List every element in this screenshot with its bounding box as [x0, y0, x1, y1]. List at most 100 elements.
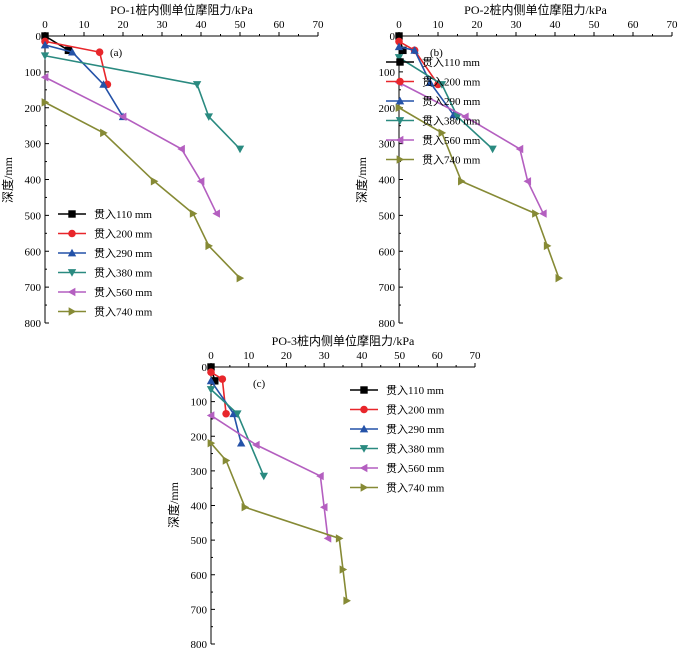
legend-label: 贯入110 mm	[386, 384, 444, 397]
series-line	[44, 76, 218, 214]
series-3	[206, 376, 246, 447]
y-tick-label: 300	[191, 466, 208, 478]
y-tick-label: 100	[25, 67, 42, 79]
data-point	[394, 54, 404, 62]
legend-label: 贯入200 mm	[386, 404, 445, 417]
x-tick-label: 60	[628, 19, 640, 31]
data-point	[177, 144, 185, 154]
legend-swatch-marker	[68, 229, 76, 238]
data-point	[211, 377, 219, 385]
y-tick-label: 200	[191, 431, 208, 443]
series-line	[44, 101, 241, 279]
y-tick-label: 400	[191, 501, 208, 513]
legend-swatch-marker	[395, 96, 405, 105]
legend-label: 贯入560 mm	[422, 134, 481, 147]
data-point	[236, 438, 246, 447]
x-tick-label: 50	[394, 350, 406, 362]
data-point	[395, 103, 404, 112]
data-point	[99, 80, 108, 88]
data-point	[532, 209, 540, 218]
data-point	[438, 128, 447, 138]
data-point	[399, 46, 407, 55]
legend-swatch-marker	[396, 58, 404, 66]
data-point	[233, 410, 242, 418]
x-tick-label: 60	[274, 19, 286, 31]
legend-swatch-marker	[359, 445, 369, 453]
data-point	[259, 472, 268, 481]
legend-label: 贯入560 mm	[386, 462, 445, 475]
series-4	[394, 54, 497, 154]
data-point	[204, 113, 213, 121]
data-point	[426, 78, 435, 86]
y-tick-label: 300	[25, 139, 42, 151]
legend-label: 贯入200 mm	[422, 76, 481, 89]
data-point	[539, 209, 547, 218]
panel-label: (c)	[253, 378, 266, 390]
y-tick-label: 0	[390, 31, 396, 43]
data-point	[196, 177, 205, 186]
data-point	[543, 241, 552, 251]
data-point	[488, 145, 497, 154]
y-tick-label: 0	[36, 31, 42, 43]
data-point	[100, 128, 108, 138]
series-4	[206, 386, 268, 481]
data-point	[68, 47, 77, 56]
data-point	[207, 363, 215, 371]
x-tick-label: 40	[550, 19, 562, 31]
legend: 贯入110 mm 贯入200 mm 贯入290 mm 贯入380 mm 贯入560 mm…	[58, 208, 153, 319]
data-point	[192, 81, 202, 89]
data-point	[229, 409, 238, 418]
data-point	[222, 456, 231, 465]
data-point	[236, 273, 245, 283]
chart-title: PO-2桩内侧单位摩阻力/kPa	[464, 2, 607, 17]
y-tick-label: 600	[379, 246, 396, 258]
data-point	[335, 534, 344, 543]
series-6	[41, 98, 245, 283]
x-tick-label: 0	[208, 350, 214, 362]
series-5	[206, 411, 332, 543]
data-point	[150, 177, 159, 186]
x-tick-label: 60	[432, 350, 444, 362]
data-point	[410, 46, 419, 54]
x-tick-label: 10	[79, 19, 91, 31]
data-point	[218, 375, 227, 383]
x-tick-label: 20	[472, 19, 484, 31]
x-tick-label: 30	[319, 350, 331, 362]
data-point	[555, 273, 564, 283]
data-point	[118, 112, 127, 121]
y-tick-label: 200	[379, 103, 396, 115]
legend-label: 贯入110 mm	[94, 208, 152, 221]
series-line	[44, 44, 124, 118]
legend-swatch-marker	[67, 269, 77, 277]
x-tick-label: 70	[667, 19, 679, 31]
data-point	[394, 42, 404, 51]
legend-swatch-marker	[395, 135, 404, 145]
data-point	[206, 411, 215, 420]
x-tick-label: 40	[196, 19, 208, 31]
series-3	[394, 42, 458, 119]
x-tick-label: 20	[281, 350, 293, 362]
data-point	[252, 440, 260, 450]
y-tick-label: 800	[379, 318, 396, 330]
data-point	[40, 40, 50, 49]
data-point	[453, 113, 462, 121]
y-axis-label: 深度/mm	[0, 156, 15, 203]
data-point	[437, 81, 447, 89]
x-tick-label: 30	[511, 19, 523, 31]
data-point	[41, 32, 49, 40]
y-tick-label: 500	[191, 535, 208, 547]
legend-label: 贯入380 mm	[386, 443, 445, 456]
legend-label: 贯入110 mm	[422, 56, 480, 69]
data-point	[207, 368, 215, 376]
x-tick-label: 50	[235, 19, 247, 31]
series-line	[398, 45, 455, 116]
panel-label: (a)	[110, 47, 123, 59]
y-tick-label: 400	[379, 175, 396, 187]
x-tick-label: 20	[118, 19, 130, 31]
data-point	[395, 37, 403, 46]
x-tick-label: 40	[356, 350, 368, 362]
series-6	[207, 438, 351, 605]
legend-label: 贯入290 mm	[386, 423, 445, 436]
